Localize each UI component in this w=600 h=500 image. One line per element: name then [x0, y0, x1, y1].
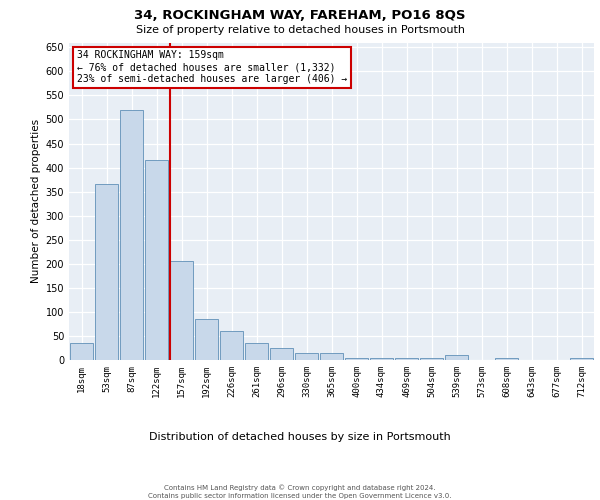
- Bar: [145, 160, 168, 360]
- Text: Size of property relative to detached houses in Portsmouth: Size of property relative to detached ho…: [136, 25, 464, 35]
- Bar: [395, 358, 418, 360]
- Bar: [420, 358, 443, 360]
- Bar: [245, 343, 268, 360]
- Bar: [295, 353, 318, 360]
- Bar: [195, 319, 218, 360]
- Bar: [570, 358, 593, 360]
- Bar: [95, 184, 118, 360]
- Text: Distribution of detached houses by size in Portsmouth: Distribution of detached houses by size …: [149, 432, 451, 442]
- Y-axis label: Number of detached properties: Number of detached properties: [31, 119, 41, 284]
- Text: Contains HM Land Registry data © Crown copyright and database right 2024.
Contai: Contains HM Land Registry data © Crown c…: [148, 484, 452, 499]
- Text: 34 ROCKINGHAM WAY: 159sqm
← 76% of detached houses are smaller (1,332)
23% of se: 34 ROCKINGHAM WAY: 159sqm ← 76% of detac…: [77, 50, 347, 84]
- Bar: [345, 358, 368, 360]
- Bar: [70, 343, 93, 360]
- Bar: [170, 262, 193, 360]
- Bar: [445, 355, 468, 360]
- Text: 34, ROCKINGHAM WAY, FAREHAM, PO16 8QS: 34, ROCKINGHAM WAY, FAREHAM, PO16 8QS: [134, 9, 466, 22]
- Bar: [320, 353, 343, 360]
- Bar: [495, 358, 518, 360]
- Bar: [270, 348, 293, 360]
- Bar: [370, 358, 393, 360]
- Bar: [220, 331, 243, 360]
- Bar: [120, 110, 143, 360]
